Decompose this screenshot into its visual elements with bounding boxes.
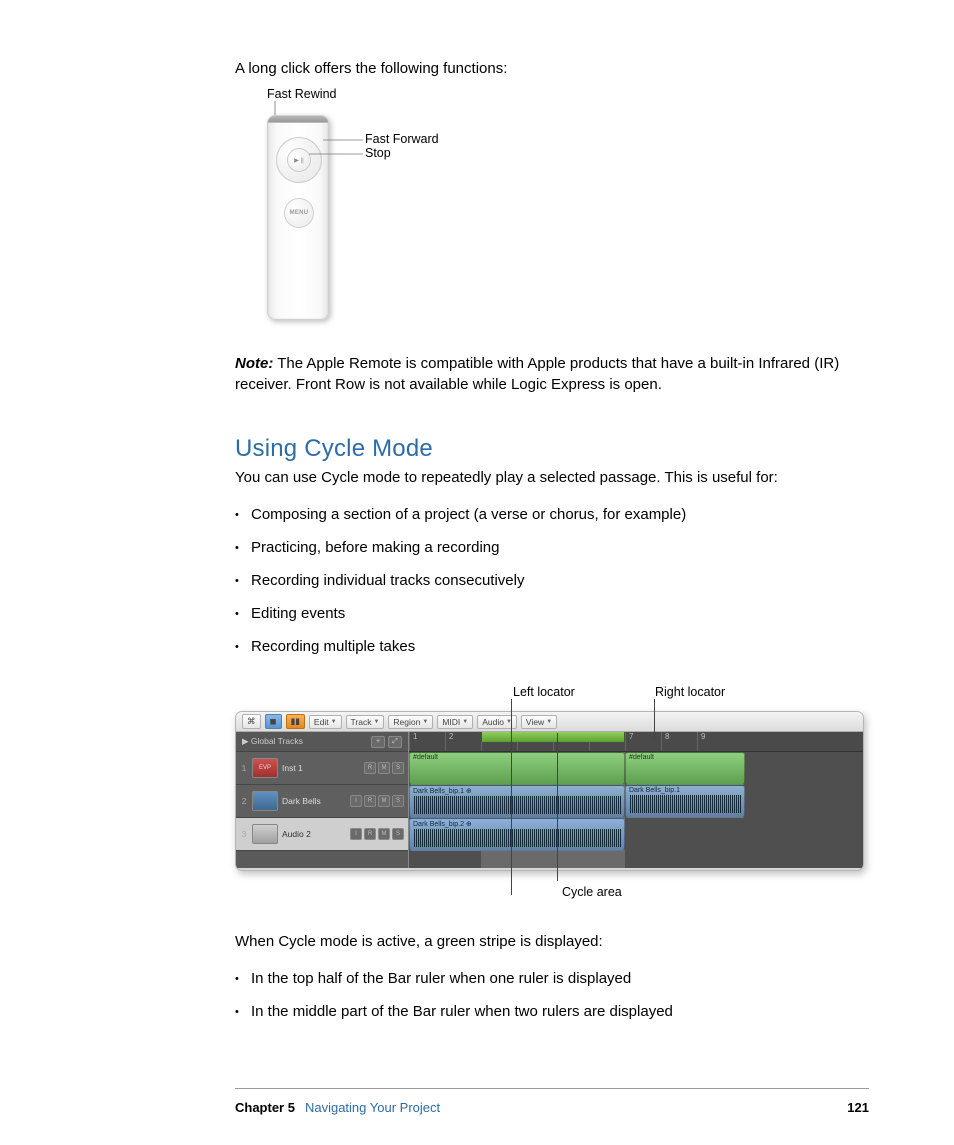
arrange-diagram: Left locator Right locator ⌘ ◼ ▮▮ Edit▼ … [235,685,864,905]
bullets-1: Composing a section of a project (a vers… [251,498,864,663]
rec-icon[interactable]: R [364,795,376,807]
global-tracks-label: ▶ Global Tracks [242,736,303,747]
after-para: When Cycle mode is active, a green strip… [235,931,864,952]
label-stop: Stop [365,146,391,160]
solo-icon[interactable]: S [392,828,404,840]
label-cycle-area: Cycle area [562,885,622,899]
region-darkbells-2[interactable]: Dark Bells_bip.2 ⊕ [409,818,625,851]
mute-icon[interactable]: M [378,828,390,840]
tool-blue-icon[interactable]: ◼ [265,714,282,729]
cycle-stripe[interactable] [481,732,625,742]
note-body: The Apple Remote is compatible with Appl… [235,355,839,393]
track-icon [252,791,278,811]
menu-button: MENU [284,198,314,228]
arrange-window: ⌘ ◼ ▮▮ Edit▼ Track▼ Region▼ MIDI▼ Audio▼… [235,711,864,871]
arrange-area[interactable]: 1 2 3 4 5 6 7 8 9 #default #default Dark [409,732,863,868]
left-locator-line [511,699,512,895]
intro-text: A long click offers the following functi… [235,60,864,77]
ruler-tick: 7 [625,732,661,751]
ruler-tick: 9 [697,732,733,751]
plus-icon[interactable]: + [371,736,385,748]
label-left-locator: Left locator [513,685,575,699]
track-icon [252,824,278,844]
dpad-icon: ▶ || [276,137,322,183]
section-heading: Using Cycle Mode [235,435,864,463]
rec-icon[interactable]: R [364,828,376,840]
track-header-3[interactable]: 3 Audio 2 IRMS [236,818,408,851]
global-tracks-header[interactable]: ▶ Global Tracks +⤢ [236,732,408,752]
note-block: Note: The Apple Remote is compatible wit… [235,353,864,395]
ruler-tick: 2 [445,732,481,751]
label-right-locator: Right locator [655,685,725,699]
input-icon[interactable]: I [350,795,362,807]
bullet-item: Practicing, before making a recording [251,531,864,564]
ruler-tick: 1 [409,732,445,751]
menu-track[interactable]: Track▼ [346,715,385,729]
remote-diagram: Fast Rewind ▶ || MENU Fast Forward Stop [253,95,864,335]
remote-body: ▶ || MENU [267,115,329,320]
bullets-2: In the top half of the Bar ruler when on… [251,962,864,1028]
arrange-toolbar: ⌘ ◼ ▮▮ Edit▼ Track▼ Region▼ MIDI▼ Audio▼… [236,712,863,732]
bullet-item: Editing events [251,597,864,630]
track-name: Audio 2 [282,829,346,839]
note-prefix: Note: [235,355,273,372]
region-darkbells-1[interactable]: Dark Bells_bip.1 ⊕ [409,785,625,818]
region-default-2[interactable]: #default [625,752,745,785]
label-fast-forward: Fast Forward [365,132,439,146]
mute-icon[interactable]: M [378,762,390,774]
page-number: 121 [847,1100,869,1115]
menu-midi[interactable]: MIDI▼ [437,715,473,729]
bar-ruler[interactable]: 1 2 3 4 5 6 7 8 9 [409,732,863,752]
region-default-1[interactable]: #default [409,752,625,785]
track-header-1[interactable]: 1 EVP Inst 1 RMS [236,752,408,785]
ruler-tick: 8 [661,732,697,751]
bullet-item: Recording multiple takes [251,630,864,663]
menu-view[interactable]: View▼ [521,715,557,729]
label-fast-rewind: Fast Rewind [267,87,336,101]
cycle-area-line [557,733,558,881]
tool-link-icon[interactable]: ⌘ [242,714,261,729]
bullet-item: Recording individual tracks consecutivel… [251,564,864,597]
page-footer: Chapter 5 Navigating Your Project 121 [235,1100,869,1115]
expand-icon[interactable]: ⤢ [388,736,402,748]
right-locator-line [654,699,655,739]
menu-edit[interactable]: Edit▼ [309,715,342,729]
tool-orange-icon[interactable]: ▮▮ [286,714,305,729]
footer-rule [235,1088,869,1089]
footer-title: Navigating Your Project [305,1100,440,1115]
footer-chapter: Chapter 5 [235,1100,295,1115]
menu-region[interactable]: Region▼ [388,715,433,729]
track-name: Inst 1 [282,763,360,773]
lead-text: You can use Cycle mode to repeatedly pla… [235,467,864,488]
track-headers: ▶ Global Tracks +⤢ 1 EVP Inst 1 RMS 2 Da… [236,732,409,868]
track-icon: EVP [252,758,278,778]
solo-icon[interactable]: S [392,795,404,807]
mute-icon[interactable]: M [378,795,390,807]
bullet-item: In the top half of the Bar ruler when on… [251,962,864,995]
solo-icon[interactable]: S [392,762,404,774]
rec-icon[interactable]: R [364,762,376,774]
track-name: Dark Bells [282,796,346,806]
region-darkbells-1b[interactable]: Dark Bells_bip.1 [625,785,745,818]
track-header-2[interactable]: 2 Dark Bells IRMS [236,785,408,818]
bullet-item: In the middle part of the Bar ruler when… [251,995,864,1028]
bullet-item: Composing a section of a project (a vers… [251,498,864,531]
input-icon[interactable]: I [350,828,362,840]
